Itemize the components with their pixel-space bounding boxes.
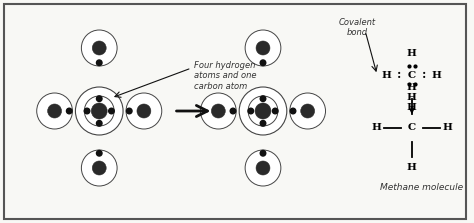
- Circle shape: [47, 104, 62, 118]
- Circle shape: [260, 120, 266, 126]
- Circle shape: [230, 108, 236, 114]
- Text: Covalent
bond: Covalent bond: [339, 18, 376, 37]
- Text: H: H: [371, 124, 381, 132]
- Text: H: H: [407, 93, 417, 101]
- Circle shape: [127, 108, 132, 114]
- Text: Four hydrogen
atoms and one
carbon atom: Four hydrogen atoms and one carbon atom: [193, 61, 256, 91]
- Circle shape: [82, 150, 117, 186]
- Circle shape: [84, 108, 90, 114]
- Circle shape: [109, 108, 114, 114]
- Circle shape: [260, 151, 266, 156]
- Circle shape: [36, 93, 73, 129]
- Text: H: H: [407, 48, 417, 58]
- Circle shape: [290, 108, 296, 114]
- Circle shape: [82, 30, 117, 66]
- Text: H: H: [432, 70, 442, 80]
- Circle shape: [97, 120, 102, 126]
- Circle shape: [260, 60, 266, 66]
- Text: H: H: [407, 83, 417, 93]
- Circle shape: [290, 93, 326, 129]
- Circle shape: [92, 161, 106, 175]
- Text: H: H: [443, 124, 453, 132]
- Circle shape: [256, 41, 270, 55]
- Text: C: C: [408, 70, 416, 80]
- Text: H: H: [382, 70, 392, 80]
- Circle shape: [245, 150, 281, 186]
- Text: H: H: [407, 163, 417, 173]
- Circle shape: [273, 108, 278, 114]
- Circle shape: [137, 104, 151, 118]
- Text: H: H: [407, 103, 417, 112]
- Circle shape: [255, 103, 271, 119]
- Text: C: C: [408, 124, 416, 132]
- Circle shape: [97, 151, 102, 156]
- Circle shape: [301, 104, 315, 118]
- Circle shape: [248, 96, 278, 126]
- Circle shape: [66, 108, 72, 114]
- Circle shape: [245, 30, 281, 66]
- Circle shape: [248, 108, 254, 114]
- Circle shape: [126, 93, 162, 129]
- Circle shape: [84, 96, 114, 126]
- Circle shape: [239, 87, 287, 135]
- Circle shape: [75, 87, 123, 135]
- Circle shape: [97, 96, 102, 101]
- Circle shape: [97, 60, 102, 66]
- Circle shape: [201, 93, 236, 129]
- Circle shape: [260, 96, 266, 101]
- Circle shape: [91, 103, 107, 119]
- Text: Methane molecule: Methane molecule: [380, 184, 464, 192]
- Circle shape: [256, 161, 270, 175]
- Circle shape: [92, 41, 106, 55]
- Circle shape: [211, 104, 225, 118]
- Text: :: :: [422, 68, 427, 81]
- Text: :: :: [397, 68, 401, 81]
